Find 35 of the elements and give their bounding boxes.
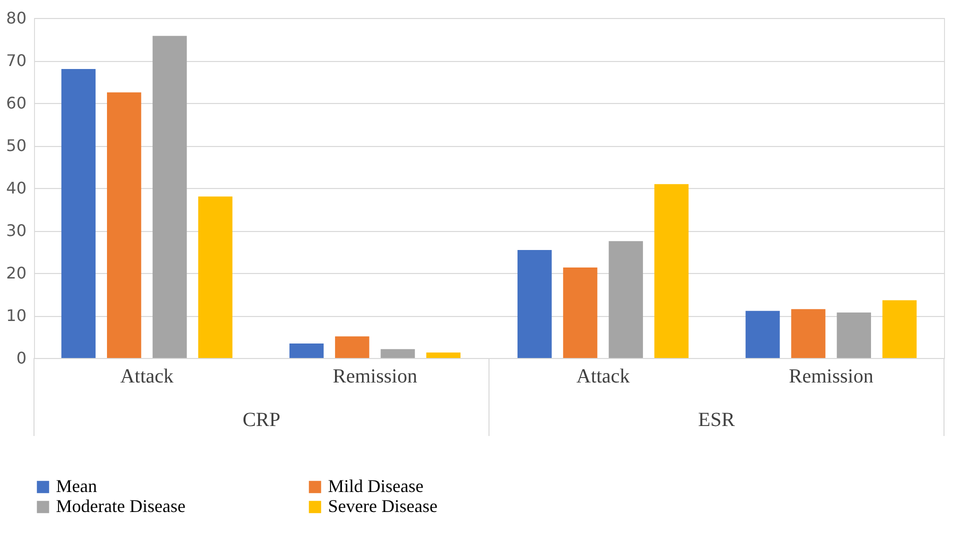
y-tick-label: 70 (6, 51, 26, 70)
bar (335, 336, 370, 358)
bar (563, 267, 598, 358)
bar (198, 196, 232, 358)
y-tick-label: 30 (6, 221, 26, 240)
bar (518, 250, 552, 358)
legend-label: Mean (56, 476, 97, 496)
bar (106, 92, 142, 358)
y-tick-label: 60 (6, 94, 26, 112)
y-tick-label: 0 (16, 348, 26, 368)
y-tick-label: 40 (6, 178, 26, 198)
y-tick-label: 80 (6, 8, 26, 28)
y-tick-label: 10 (6, 306, 26, 325)
bar (61, 69, 96, 358)
y-tick-label: 20 (6, 264, 26, 282)
x-tick-label: Remission (788, 366, 874, 388)
bar (426, 352, 460, 358)
text: CRP (242, 409, 280, 431)
bar (608, 241, 643, 358)
legend-label: Severe Disease (328, 496, 438, 516)
y-tick-label: 50 (6, 136, 26, 155)
bar (836, 312, 872, 358)
x-tick-label: Attack (576, 366, 630, 388)
bar (746, 310, 780, 358)
legend-label: Moderate Disease (56, 496, 186, 516)
x-tick-label: Remission (332, 366, 418, 388)
legend-label: Mild Disease (328, 476, 424, 496)
bar (791, 309, 826, 358)
bar (289, 344, 324, 358)
text: ESR (698, 409, 736, 431)
bar (882, 300, 917, 358)
bar (152, 36, 187, 358)
bar (654, 184, 689, 358)
x-tick-label: Attack (120, 366, 174, 388)
bar (380, 349, 415, 358)
